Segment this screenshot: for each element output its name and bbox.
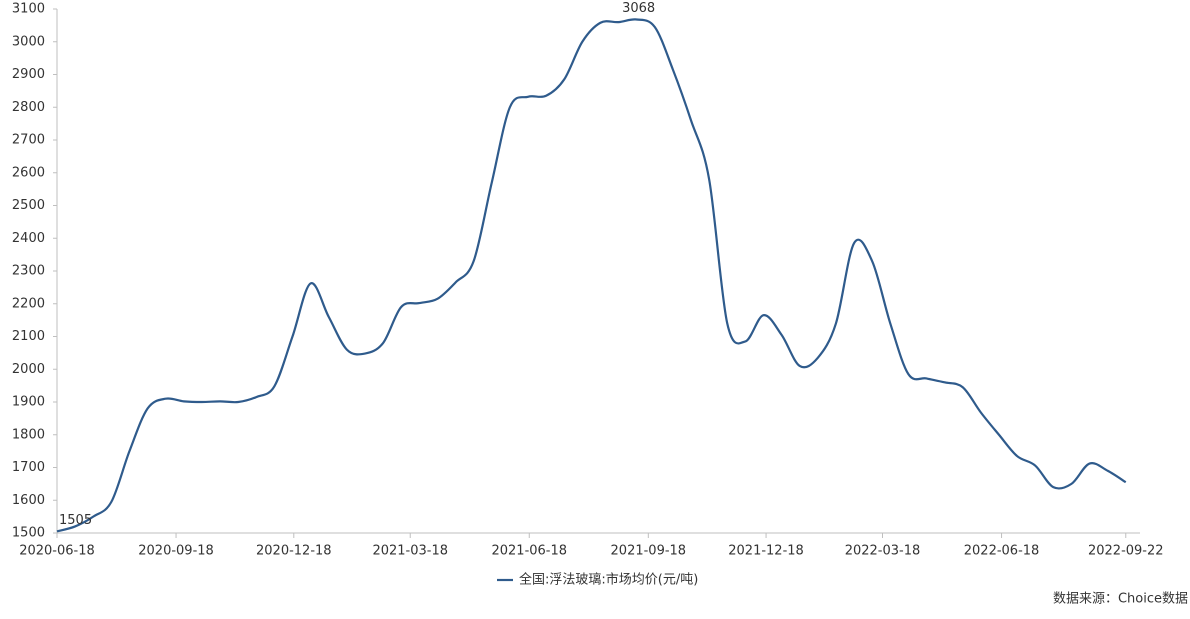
y-tick-label: 2100 — [12, 329, 45, 344]
x-tick-label: 2022-09-22 — [1088, 544, 1164, 559]
y-tick-label: 2700 — [12, 133, 45, 148]
x-tick-label: 2022-06-18 — [964, 544, 1040, 559]
x-tick-label: 2021-03-18 — [372, 544, 448, 559]
data-label: 3068 — [622, 1, 655, 16]
x-tick-label: 2020-12-18 — [256, 544, 332, 559]
source-note: 数据来源：Choice数据 — [1053, 592, 1188, 607]
x-tick-label: 2020-06-18 — [19, 544, 95, 559]
x-tick-label: 2021-12-18 — [728, 544, 804, 559]
y-tick-label: 1500 — [12, 526, 45, 541]
y-tick-label: 2200 — [12, 296, 45, 311]
y-tick-label: 2900 — [12, 67, 45, 82]
y-tick-label: 1800 — [12, 427, 45, 442]
y-tick-label: 2300 — [12, 264, 45, 279]
x-tick-label: 2020-09-18 — [138, 544, 214, 559]
y-tick-label: 2500 — [12, 198, 45, 213]
y-tick-label: 1900 — [12, 395, 45, 410]
legend-label: 全国:浮法玻璃:市场均价(元/吨) — [519, 572, 698, 588]
series-line — [56, 18, 1127, 533]
data-label: 1505 — [59, 513, 92, 528]
x-tick-label: 2021-06-18 — [491, 544, 567, 559]
y-tick-label: 1600 — [12, 493, 45, 508]
y-tick-label: 3100 — [12, 2, 45, 17]
y-tick-label: 2600 — [12, 165, 45, 180]
x-tick-label: 2022-03-18 — [845, 544, 921, 559]
x-tick-label: 2021-09-18 — [611, 544, 687, 559]
y-tick-label: 1700 — [12, 460, 45, 475]
y-tick-label: 3000 — [12, 34, 45, 49]
y-tick-label: 2800 — [12, 100, 45, 115]
y-tick-label: 2000 — [12, 362, 45, 377]
y-tick-label: 2400 — [12, 231, 45, 246]
